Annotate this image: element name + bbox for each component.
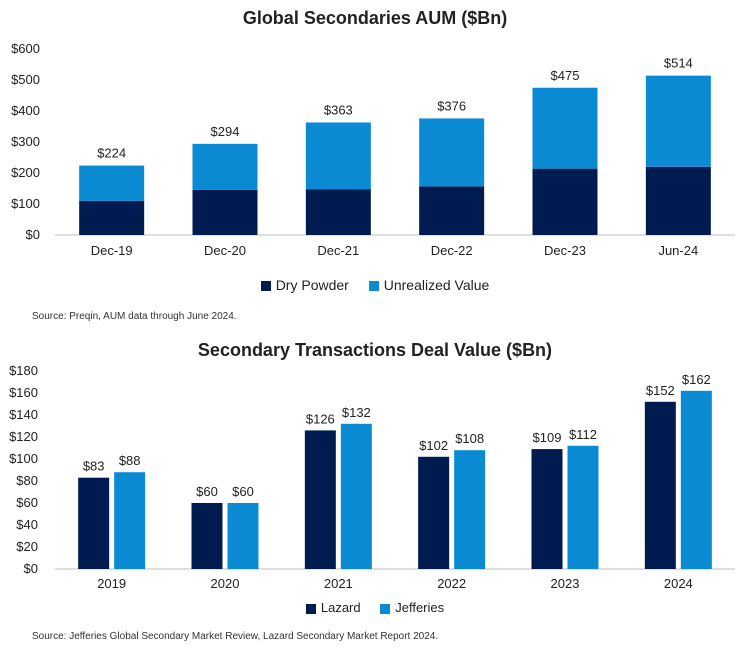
legend-swatch-unrealized-value — [368, 281, 379, 292]
chart2-ytick-label: $160 — [9, 385, 38, 400]
chart2-xtick-label: 2019 — [97, 576, 126, 591]
chart2-ytick-label: $120 — [9, 429, 38, 444]
legend-item-unrealized-value: Unrealized Value — [368, 277, 490, 293]
legend-label-dry-powder: Dry Powder — [275, 277, 349, 293]
chart2-source: Source: Jefferies Global Secondary Marke… — [32, 631, 439, 642]
chart1-total-label: $475 — [551, 68, 580, 83]
chart1-bar-unrealized-value — [305, 122, 371, 190]
chart2-bar-jefferies — [680, 390, 712, 569]
legend-item-dry-powder: Dry Powder — [260, 277, 349, 293]
chart1-xtick-label: Jun-24 — [658, 243, 698, 258]
legend-label-jefferies: Jefferies — [395, 600, 445, 615]
chart1-bar-unrealized-value — [419, 118, 485, 187]
chart1-title: Global Secondaries AUM ($Bn) — [242, 8, 508, 28]
chart2-xtick-label: 2024 — [664, 576, 693, 591]
chart2-title: Secondary Transactions Deal Value ($Bn) — [197, 340, 553, 360]
chart2-ytick-label: $140 — [9, 407, 38, 422]
chart2-bar-lazard — [78, 477, 110, 569]
chart2-bar-jefferies — [227, 503, 259, 569]
chart2-bar-jefferies — [567, 445, 599, 569]
chart2-data-label: $88 — [119, 453, 141, 468]
chart2-data-label: $152 — [646, 383, 675, 398]
chart1-bar-dry-powder — [645, 166, 711, 235]
chart1-bar-dry-powder — [305, 189, 371, 235]
chart1-bar-dry-powder — [419, 186, 485, 235]
chart1-legend: Dry Powder Unrealized Value — [0, 277, 750, 293]
chart2-bar-lazard — [191, 503, 223, 569]
chart1-source: Source: Preqin, AUM data through June 20… — [32, 311, 237, 322]
legend-swatch-dry-powder — [260, 281, 271, 292]
chart2-data-label: $60 — [232, 484, 254, 499]
chart1-ytick-label: $0 — [26, 227, 40, 242]
chart2-ytick-label: $80 — [16, 473, 38, 488]
legend-item-jefferies: Jefferies — [380, 600, 444, 615]
chart1-xtick-label: Dec-19 — [91, 243, 133, 258]
chart1-total-label: $514 — [664, 56, 693, 71]
chart2-ytick-label: $0 — [24, 561, 38, 576]
chart2-xtick-label: 2023 — [551, 576, 580, 591]
chart2-data-label: $132 — [342, 405, 371, 420]
chart1-bar-dry-powder — [79, 200, 145, 235]
chart1-xtick-label: Dec-22 — [431, 243, 473, 258]
chart1-ytick-label: $100 — [11, 196, 40, 211]
chart1-bar-unrealized-value — [192, 143, 258, 190]
chart2-ytick-label: $40 — [16, 517, 38, 532]
chart1-xtick-label: Dec-20 — [204, 243, 246, 258]
chart1-ytick-label: $300 — [11, 134, 40, 149]
chart1-total-label: $224 — [97, 146, 126, 161]
chart1-total-label: $294 — [211, 124, 240, 139]
chart1-bar-unrealized-value — [79, 165, 145, 201]
chart2-data-label: $108 — [455, 431, 484, 446]
chart2-plot: $0 $20 $40 $60 $80 $100 $120 $140 $160 $180 $83 $88… — [9, 363, 735, 591]
chart1-xtick-label: Dec-23 — [544, 243, 586, 258]
chart1-bar-unrealized-value — [645, 75, 711, 167]
chart1-ytick-label: $200 — [11, 165, 40, 180]
chart1-ytick-label: $500 — [11, 72, 40, 87]
chart1-total-label: $376 — [437, 98, 466, 113]
chart2-bar-lazard — [644, 401, 676, 569]
legend-swatch-jefferies — [380, 603, 391, 614]
chart2-ytick-label: $100 — [9, 451, 38, 466]
chart1-bar-dry-powder — [532, 168, 598, 235]
chart1-xtick-label: Dec-21 — [317, 243, 359, 258]
chart2-xtick-label: 2021 — [324, 576, 353, 591]
chart2-bar-jefferies — [454, 450, 486, 569]
chart1-bar-dry-powder — [192, 189, 258, 235]
chart2-legend: Lazard Jefferies — [0, 600, 750, 615]
legend-swatch-lazard — [305, 603, 316, 614]
chart2-data-label: $112 — [569, 427, 597, 442]
chart2-bar-lazard — [531, 449, 563, 569]
chart2-ytick-label: $180 — [9, 363, 38, 378]
chart1-plot: $0 $100 $200 $300 $400 $500 $600 $224 Dec-19 $294… — [11, 41, 735, 258]
chart1-ytick-label: $600 — [11, 41, 40, 56]
chart2-bar-jefferies — [114, 472, 146, 569]
chart2-bar-lazard — [304, 430, 336, 569]
legend-label-lazard: Lazard — [320, 600, 361, 615]
chart2-bar-lazard — [418, 456, 450, 569]
chart2-bar-jefferies — [340, 423, 372, 569]
chart2-data-label: $60 — [196, 484, 218, 499]
chart2-ytick-label: $60 — [16, 495, 38, 510]
chart2-data-label: $126 — [306, 411, 335, 426]
chart2-xtick-label: 2020 — [211, 576, 240, 591]
chart1-bar-unrealized-value — [532, 87, 598, 169]
chart2-data-label: $83 — [83, 459, 105, 474]
chart2-data-label: $109 — [533, 430, 562, 445]
chart2-ytick-label: $20 — [16, 539, 38, 554]
chart2-data-label: $102 — [419, 438, 448, 453]
chart1-ytick-label: $400 — [11, 103, 40, 118]
chart2-xtick-label: 2022 — [437, 576, 466, 591]
chart1-total-label: $363 — [324, 102, 353, 117]
legend-item-lazard: Lazard — [305, 600, 361, 615]
legend-label-unrealized-value: Unrealized Value — [383, 277, 490, 293]
chart2-data-label: $162 — [682, 372, 711, 387]
